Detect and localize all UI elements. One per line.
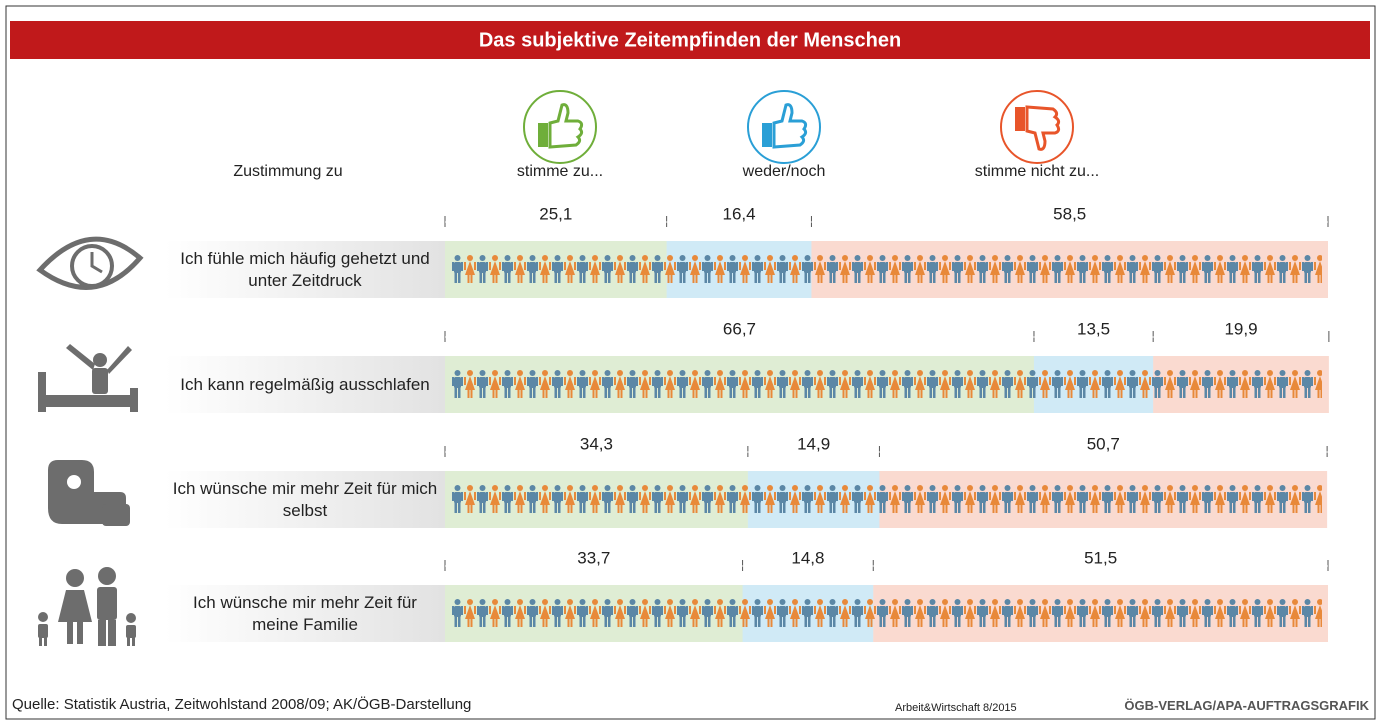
value-label: 16,4 <box>722 204 755 223</box>
category-label: Ich wünsche mir mehr Zeit für mich selbs… <box>168 471 442 528</box>
row-icons <box>38 239 140 646</box>
value-label: 14,8 <box>791 548 824 567</box>
value-label: 58,5 <box>1053 204 1086 223</box>
credit: ÖGB-VERLAG/APA-AUFTRAGSGRAFIK <box>1124 698 1369 713</box>
publication: Arbeit&Wirtschaft 8/2015 <box>895 702 1017 714</box>
category-label: Ich kann regelmäßig ausschlafen <box>168 356 442 413</box>
value-label: 13,5 <box>1077 319 1110 338</box>
thumb-cuff <box>538 123 548 147</box>
people <box>451 241 1322 298</box>
infographic: Das subjektive Zeitempfinden der Mensche… <box>0 0 1381 725</box>
value-label: 14,9 <box>797 434 830 453</box>
legend-label: weder/noch <box>742 163 826 180</box>
value-label: 51,5 <box>1084 548 1117 567</box>
value-label: 33,7 <box>577 548 610 567</box>
value-label: 34,3 <box>580 434 613 453</box>
category-label: Ich fühle mich häufig gehetzt und unter … <box>168 241 442 298</box>
category-label: Ich wünsche mir mehr Zeit für meine Fami… <box>168 585 442 642</box>
category-heading: Zustimmung zu <box>233 163 342 180</box>
value-label: 50,7 <box>1087 434 1120 453</box>
people <box>451 356 1322 413</box>
legend-label: stimme nicht zu... <box>975 163 1099 180</box>
people-row <box>451 356 1322 413</box>
source: Quelle: Statistik Austria, Zeitwohlstand… <box>12 696 471 713</box>
value-label: 25,1 <box>539 204 572 223</box>
thumb-cuff <box>1015 107 1025 131</box>
thumb-cuff <box>762 123 772 147</box>
value-label: 19,9 <box>1224 319 1257 338</box>
people-row <box>451 241 1322 298</box>
people-row <box>451 585 1322 642</box>
chart-title: Das subjektive Zeitempfinden der Mensche… <box>479 29 901 51</box>
people-row <box>451 471 1322 528</box>
people <box>451 471 1322 528</box>
value-label: 66,7 <box>723 319 756 338</box>
legend-label: stimme zu... <box>517 163 603 180</box>
people <box>451 585 1322 642</box>
